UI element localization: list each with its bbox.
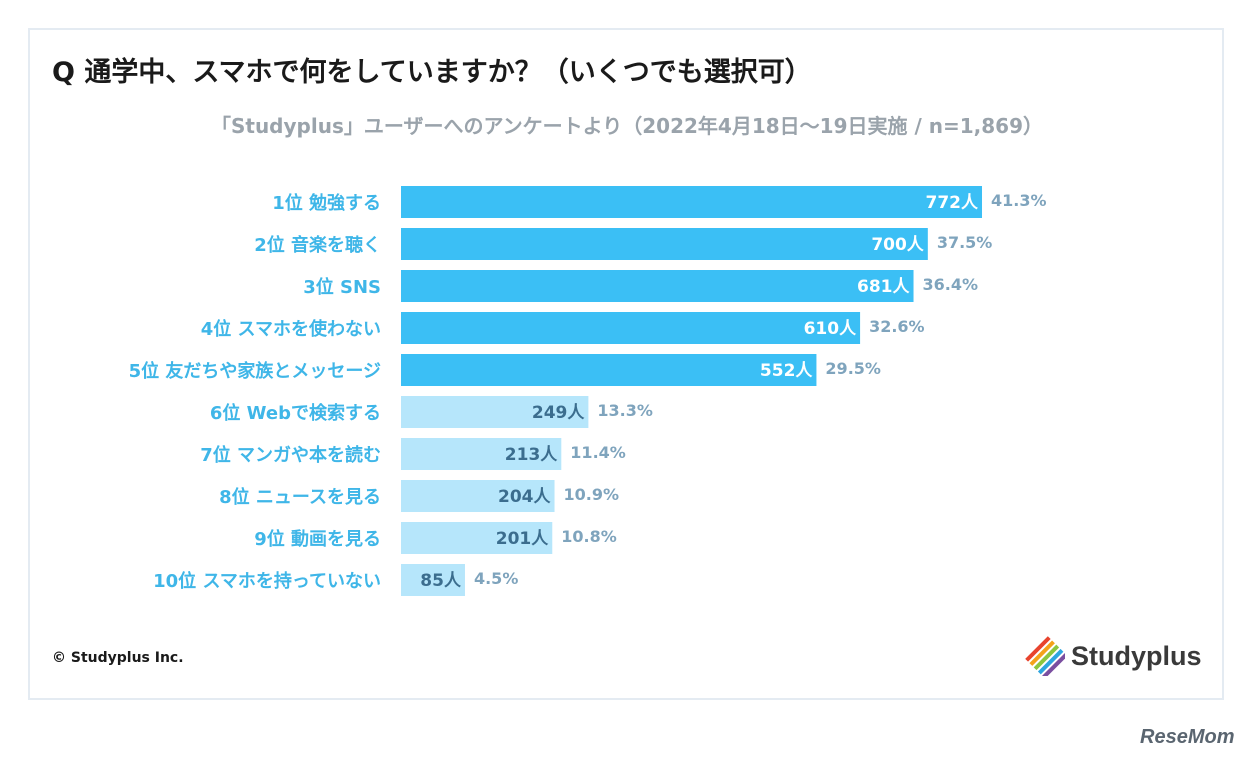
studyplus-logo-text: Studyplus [1071,640,1202,671]
category-label: 9位 動画を見る [254,528,381,550]
bar [401,270,914,302]
category-label: 4位 スマホを使わない [201,318,381,340]
bar [401,480,555,512]
category-label: 5位 友だちや家族とメッセージ [129,360,381,382]
value-label: 201人 [496,529,549,549]
studyplus-logo-icon [1025,636,1065,676]
chart-title: Q 通学中、スマホで何をしていますか？（いくつでも選択可） [52,57,812,88]
bar [401,228,928,260]
percent-label: 4.5% [474,569,518,588]
category-label: 8位 ニュースを見る [219,486,381,508]
bar [401,354,817,386]
percent-label: 10.8% [561,527,617,546]
category-label: 1位 勉強する [272,192,381,214]
percent-label: 37.5% [937,233,993,252]
chart-subtitle: 「Studyplus」ユーザーへのアンケートより（2022年4月18日〜19日実… [210,114,1043,138]
studyplus-logo: Studyplus [1025,636,1202,676]
value-label: 681人 [857,277,910,297]
bar [401,312,861,344]
copyright-text: © Studyplus Inc. [52,650,184,666]
percent-label: 41.3% [991,191,1047,210]
category-label: 7位 マンガや本を読む [200,444,381,466]
value-label: 700人 [871,235,924,255]
bar [401,186,983,218]
category-label: 3位 SNS [303,276,381,298]
percent-label: 29.5% [825,359,881,378]
category-label: 10位 スマホを持っていない [153,570,381,592]
value-label: 213人 [505,445,558,465]
category-label: 2位 音楽を聴く [254,234,381,256]
value-label: 772人 [926,193,979,213]
bar [401,522,553,554]
percent-label: 10.9% [564,485,620,504]
value-label: 552人 [760,361,813,381]
value-label: 85人 [420,571,462,591]
resemom-watermark: ReseMom [1140,726,1235,748]
bar [401,438,562,470]
percent-label: 36.4% [923,275,979,294]
bar [401,564,465,596]
value-label: 204人 [498,487,551,507]
percent-label: 11.4% [570,443,626,462]
value-label: 610人 [804,319,857,339]
bar [401,396,589,428]
category-label: 6位 Webで検索する [210,402,381,424]
value-label: 249人 [532,403,585,423]
percent-label: 13.3% [597,401,653,420]
percent-label: 32.6% [869,317,925,336]
